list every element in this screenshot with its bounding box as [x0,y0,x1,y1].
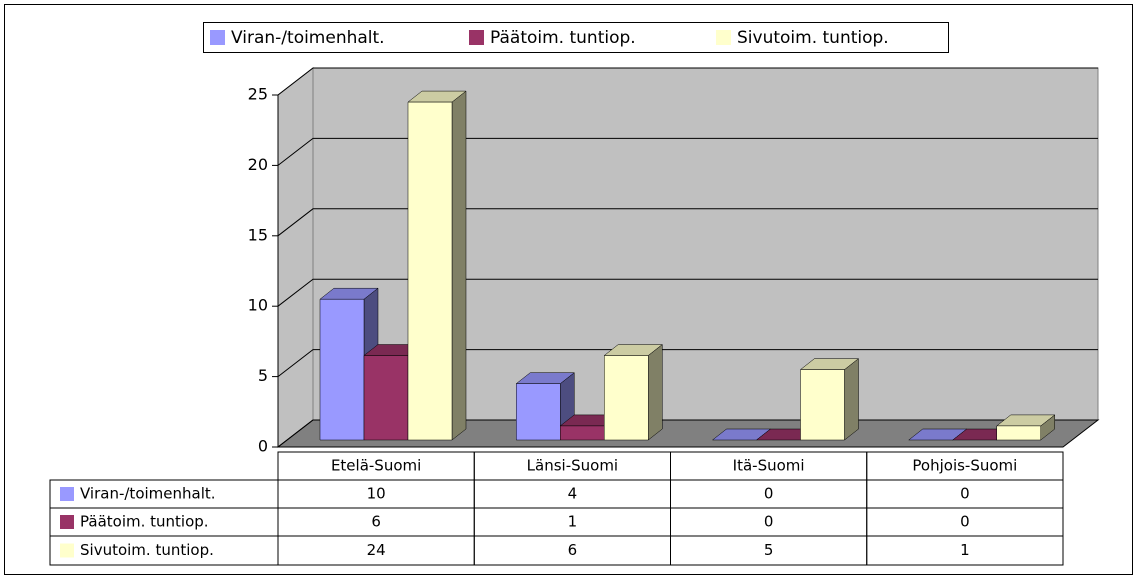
table-value: 6 [568,541,578,559]
bar-front [319,298,365,441]
table-value: 0 [764,513,774,531]
bar-front [407,101,453,441]
grid-line [277,208,1098,237]
table-value: 10 [367,485,386,503]
legend-label: Päätoim. tuntiop. [490,28,636,48]
bar-front [996,425,1041,441]
x-tick-label: Länsi-Suomi [527,457,618,475]
y-tick-label: 5 [258,366,268,385]
bar-side [844,358,859,441]
legend-swatch [716,30,731,45]
bar-side [648,344,663,441]
legend-swatch [469,30,484,45]
x-tick-label: Etelä-Suomi [331,457,421,475]
bar [996,414,1056,441]
y-tick-label: 25 [248,85,268,104]
table-value: 0 [960,513,970,531]
y-tick-label: 20 [248,155,268,174]
grid-line [277,67,1098,96]
bar-side [451,90,467,441]
table-value: 5 [764,541,774,559]
table-value: 6 [371,513,381,531]
legend-label: Viran-/toimenhalt. [231,28,385,48]
x-tick-label: Pohjois-Suomi [912,457,1017,475]
table-row-label: Sivutoim. tuntiop. [80,541,214,559]
grid-line [277,278,1098,307]
table-value: 0 [960,485,970,503]
bar-front [363,355,409,441]
bar-front [800,369,845,441]
grid-line [277,349,1098,377]
table-swatch [60,543,74,558]
legend-box [203,22,949,53]
table-value: 4 [568,485,578,503]
table-value: 24 [367,541,386,559]
y-tick-label: 0 [258,437,268,456]
y-tick-label: 15 [248,225,268,244]
table-swatch [60,515,74,529]
y-tick-label: 10 [248,296,268,315]
bar-front [516,383,561,441]
table-swatch [60,487,74,501]
bar [515,372,575,441]
table-value: 1 [568,513,578,531]
table-row-label: Päätoim. tuntiop. [80,513,209,531]
bar-front [604,355,649,441]
legend-swatch [210,30,225,45]
bar-front [560,425,605,441]
legend-label: Sivutoim. tuntiop. [737,28,889,48]
table-row [49,535,1064,566]
table-value: 0 [764,485,774,503]
side-wall [277,66,314,449]
table-value: 1 [960,541,970,559]
grid-line [277,137,1098,166]
bar [603,344,663,441]
table-row-label: Viran-/toimenhalt. [80,485,216,503]
x-tick-label: Itä-Suomi [733,457,805,475]
bar [407,90,467,441]
bar [799,358,860,441]
